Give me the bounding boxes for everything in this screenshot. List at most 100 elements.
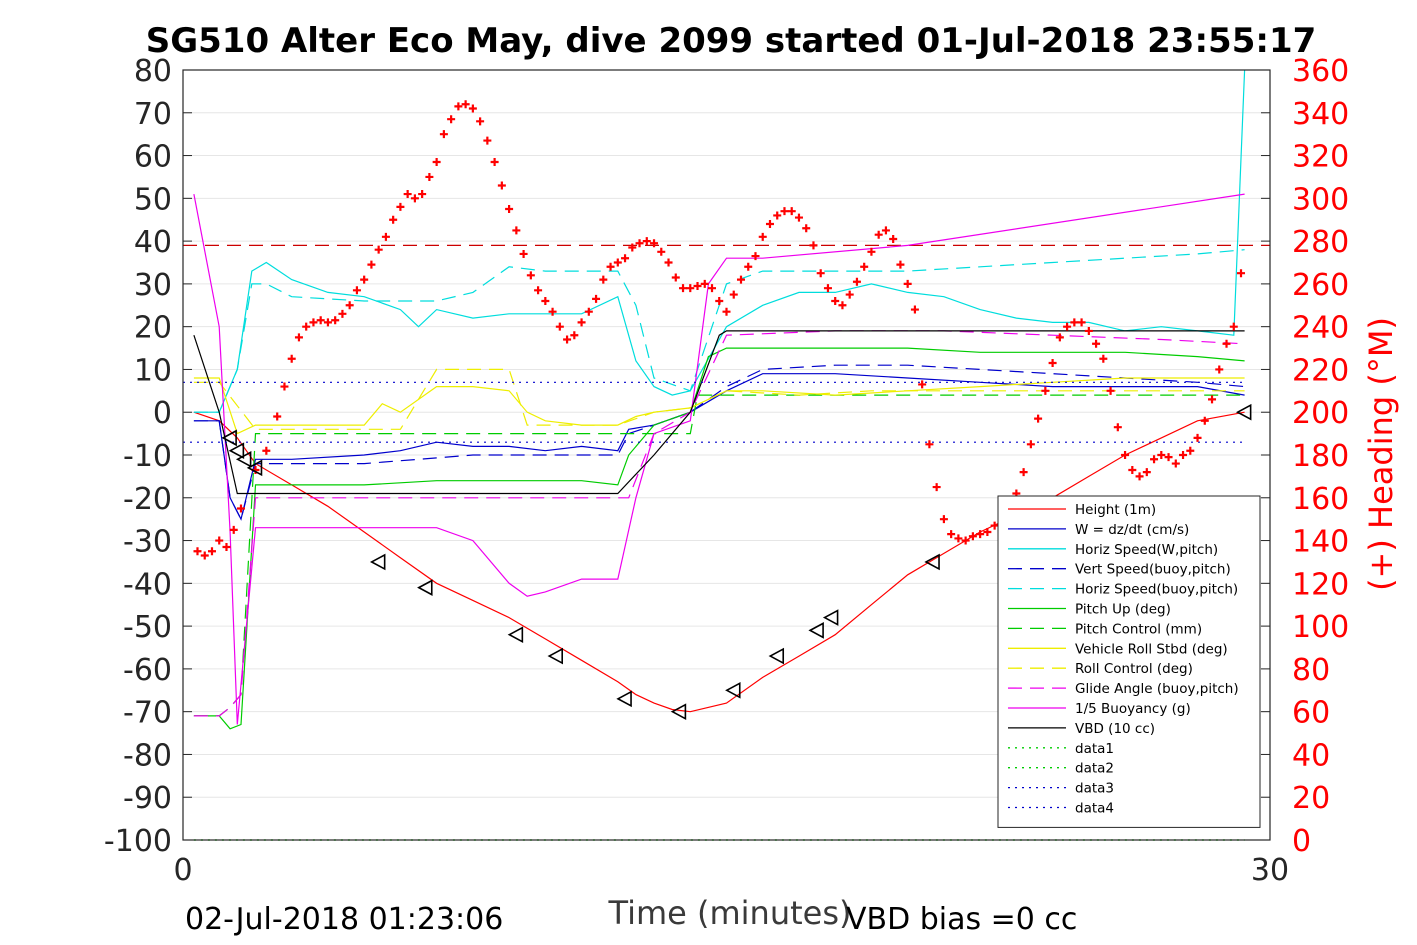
heading-marker <box>447 115 456 124</box>
heading-marker <box>635 239 644 248</box>
heading-marker <box>787 207 796 216</box>
heading-marker <box>302 322 311 331</box>
heading-marker <box>845 290 854 299</box>
heading-marker <box>1077 318 1086 327</box>
heading-marker <box>200 551 209 560</box>
legend-label: Glide Angle (buoy,pitch) <box>1075 681 1239 697</box>
heading-marker <box>1150 455 1159 464</box>
heading-marker <box>729 290 738 299</box>
heading-marker <box>345 301 354 310</box>
heading-marker <box>1092 339 1101 348</box>
x-axis: 0 30 <box>173 831 1289 888</box>
heading-marker <box>852 277 861 286</box>
heading-marker <box>1063 322 1072 331</box>
right-tick-label: 40 <box>1292 738 1330 773</box>
right-tick-label: 340 <box>1292 97 1349 132</box>
left-tick-label: 20 <box>134 311 172 346</box>
right-tick-label: 200 <box>1292 396 1349 431</box>
left-tick-label: -20 <box>123 482 172 517</box>
heading-marker <box>454 102 463 111</box>
heading-marker <box>476 117 485 126</box>
triangle-markers <box>221 403 1252 721</box>
heading-marker <box>215 536 224 545</box>
heading-marker <box>367 260 376 269</box>
legend: Height (1m) W = dz/dt (cm/s) Horiz Speed(W… <box>997 495 1261 828</box>
chart-title: SG510 Alter Eco May, dive 2099 started 0… <box>146 21 1317 61</box>
left-tick-label: 30 <box>134 268 172 303</box>
right-tick-label: 240 <box>1292 311 1349 346</box>
heading-marker <box>802 224 811 233</box>
heading-marker <box>939 515 948 524</box>
right-tick-label: 300 <box>1292 182 1349 217</box>
heading-marker <box>816 269 825 278</box>
heading-marker <box>947 530 956 539</box>
triangle-marker <box>235 450 252 468</box>
legend-label: VBD (10 cc) <box>1075 721 1155 737</box>
heading-marker <box>889 234 898 243</box>
triangle-marker <box>1235 403 1252 421</box>
right-tick-label: 320 <box>1292 140 1349 175</box>
heading-marker <box>1084 326 1093 335</box>
legend-label: data1 <box>1075 741 1114 757</box>
legend-label: data2 <box>1075 761 1114 777</box>
x-tick-label: 0 <box>173 853 192 888</box>
heading-marker <box>1113 423 1122 432</box>
right-tick-label: 220 <box>1292 353 1349 388</box>
heading-marker <box>548 307 557 316</box>
triangle-marker <box>228 442 245 460</box>
triangle-marker <box>417 579 433 596</box>
heading-marker <box>555 322 564 331</box>
legend-label: data4 <box>1075 801 1114 817</box>
heading-marker <box>642 237 651 246</box>
series-line-3 <box>193 69 1246 413</box>
left-tick-label: 70 <box>134 97 172 132</box>
heading-marker <box>1157 451 1166 459</box>
heading-marker <box>1142 468 1151 477</box>
left-tick-label: 50 <box>134 182 172 217</box>
legend-label: Pitch Up (deg) <box>1075 602 1171 618</box>
legend-label: Roll Control (deg) <box>1075 661 1193 677</box>
right-tick-label: 260 <box>1292 268 1349 303</box>
heading-marker <box>896 260 905 269</box>
heading-marker <box>1164 453 1173 462</box>
right-tick-label: 280 <box>1292 225 1349 260</box>
heading-marker <box>280 382 289 391</box>
heading-marker <box>744 262 753 271</box>
heading-marker <box>686 284 695 293</box>
left-tick-label: -80 <box>123 738 172 773</box>
heading-marker <box>461 100 470 109</box>
heading-marker <box>316 316 325 325</box>
triangle-marker <box>221 429 237 447</box>
heading-marker <box>468 104 477 113</box>
triangle-marker <box>547 647 564 665</box>
heading-marker <box>229 525 238 534</box>
heading-marker <box>910 305 919 314</box>
heading-marker <box>323 318 332 327</box>
heading-marker <box>425 172 434 181</box>
heading-marker <box>881 226 890 235</box>
heading-marker <box>439 130 448 139</box>
heading-marker <box>831 297 840 305</box>
heading-marker <box>331 316 340 325</box>
heading-marker <box>599 275 608 284</box>
heading-marker <box>722 307 731 316</box>
heading-marker <box>512 226 521 235</box>
heading-marker <box>1034 414 1043 423</box>
right-tick-label: 360 <box>1292 54 1349 89</box>
heading-marker <box>338 309 347 318</box>
legend-box <box>997 495 1261 828</box>
heading-marker <box>1186 446 1195 455</box>
heading-marker <box>838 301 847 310</box>
heading-marker <box>410 194 419 203</box>
legend-label: Horiz Speed(W,pitch) <box>1075 542 1218 558</box>
heading-marker <box>207 547 216 556</box>
heading-marker <box>374 245 383 254</box>
heading-marker <box>1055 333 1064 342</box>
heading-marker <box>262 446 271 455</box>
left-tick-label: -100 <box>104 824 172 859</box>
left-tick-label: 10 <box>134 353 172 388</box>
heading-marker <box>1048 359 1057 368</box>
heading-marker <box>222 542 231 551</box>
heading-marker <box>381 232 390 241</box>
triangle-marker <box>808 622 824 639</box>
